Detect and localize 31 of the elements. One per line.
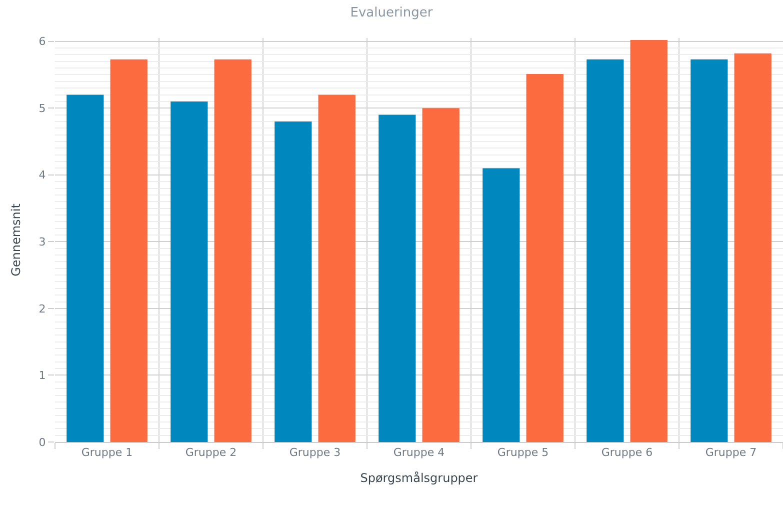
- bar: [586, 59, 624, 442]
- x-tick-label: Gruppe 3: [289, 446, 341, 460]
- y-tick-label: 2: [38, 302, 46, 316]
- x-tick-label: Gruppe 2: [185, 446, 237, 460]
- y-tick-label: 1: [38, 369, 46, 382]
- bar: [734, 53, 772, 442]
- y-tick-label: 0: [38, 436, 46, 449]
- bar: [318, 94, 356, 442]
- x-tick-label: Gruppe 4: [393, 446, 445, 460]
- bar: [214, 59, 252, 442]
- bar: [170, 101, 208, 442]
- y-tick-label: 4: [38, 168, 46, 182]
- bar: [274, 121, 312, 442]
- chart-title: Evalueringer: [350, 6, 434, 21]
- bar: [422, 108, 460, 442]
- y-axis-title: Gennemsnit: [9, 203, 24, 276]
- bar: [378, 114, 416, 442]
- bar: [630, 40, 668, 442]
- y-tick-label: 6: [38, 35, 46, 48]
- x-axis-title: Spørgsmålsgrupper: [360, 471, 478, 486]
- bar: [482, 168, 520, 442]
- y-tick-label: 5: [38, 102, 46, 115]
- bar: [690, 59, 728, 442]
- x-tick-label: Gruppe 7: [705, 446, 757, 460]
- bar: [66, 94, 104, 442]
- bar: [526, 74, 564, 442]
- x-tick-label: Gruppe 5: [497, 446, 549, 460]
- y-tick-label: 3: [38, 236, 46, 249]
- x-tick-label: Gruppe 1: [81, 446, 133, 460]
- x-tick-label: Gruppe 6: [601, 446, 653, 460]
- bar: [110, 59, 148, 442]
